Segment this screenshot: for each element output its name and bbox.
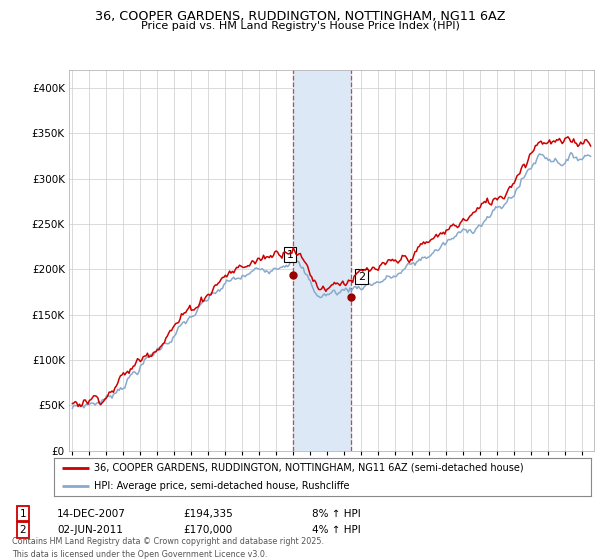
Text: Price paid vs. HM Land Registry's House Price Index (HPI): Price paid vs. HM Land Registry's House … — [140, 21, 460, 31]
Text: £170,000: £170,000 — [183, 525, 232, 535]
Text: 2: 2 — [19, 525, 26, 535]
Text: 36, COOPER GARDENS, RUDDINGTON, NOTTINGHAM, NG11 6AZ: 36, COOPER GARDENS, RUDDINGTON, NOTTINGH… — [95, 10, 505, 23]
Bar — [293, 70, 352, 451]
Text: 1: 1 — [287, 250, 293, 260]
Text: 2: 2 — [358, 272, 365, 282]
Text: 8% ↑ HPI: 8% ↑ HPI — [312, 508, 361, 519]
Text: 4% ↑ HPI: 4% ↑ HPI — [312, 525, 361, 535]
Text: 1: 1 — [19, 508, 26, 519]
Text: HPI: Average price, semi-detached house, Rushcliffe: HPI: Average price, semi-detached house,… — [94, 481, 350, 491]
Text: £194,335: £194,335 — [183, 508, 233, 519]
Text: 14-DEC-2007: 14-DEC-2007 — [57, 508, 126, 519]
Text: Contains HM Land Registry data © Crown copyright and database right 2025.
This d: Contains HM Land Registry data © Crown c… — [12, 538, 324, 559]
Text: 02-JUN-2011: 02-JUN-2011 — [57, 525, 123, 535]
Text: 36, COOPER GARDENS, RUDDINGTON, NOTTINGHAM, NG11 6AZ (semi-detached house): 36, COOPER GARDENS, RUDDINGTON, NOTTINGH… — [94, 463, 524, 473]
